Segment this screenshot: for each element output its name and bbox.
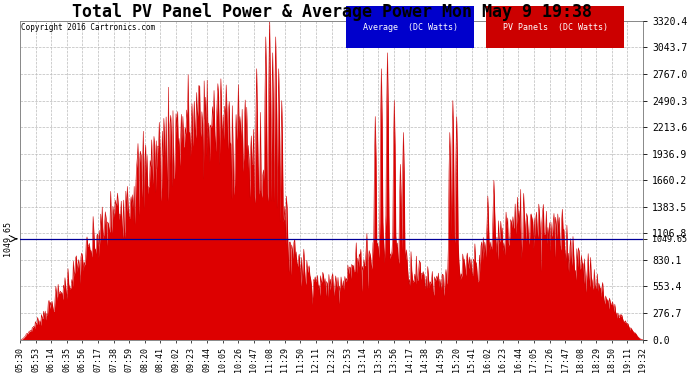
Title: Total PV Panel Power & Average Power Mon May 9 19:38: Total PV Panel Power & Average Power Mon… [72,3,591,21]
Text: 1049.65: 1049.65 [3,221,12,256]
Text: Average  (DC Watts): Average (DC Watts) [363,22,457,32]
Text: PV Panels  (DC Watts): PV Panels (DC Watts) [503,22,608,32]
Text: Copyright 2016 Cartronics.com: Copyright 2016 Cartronics.com [21,22,155,32]
